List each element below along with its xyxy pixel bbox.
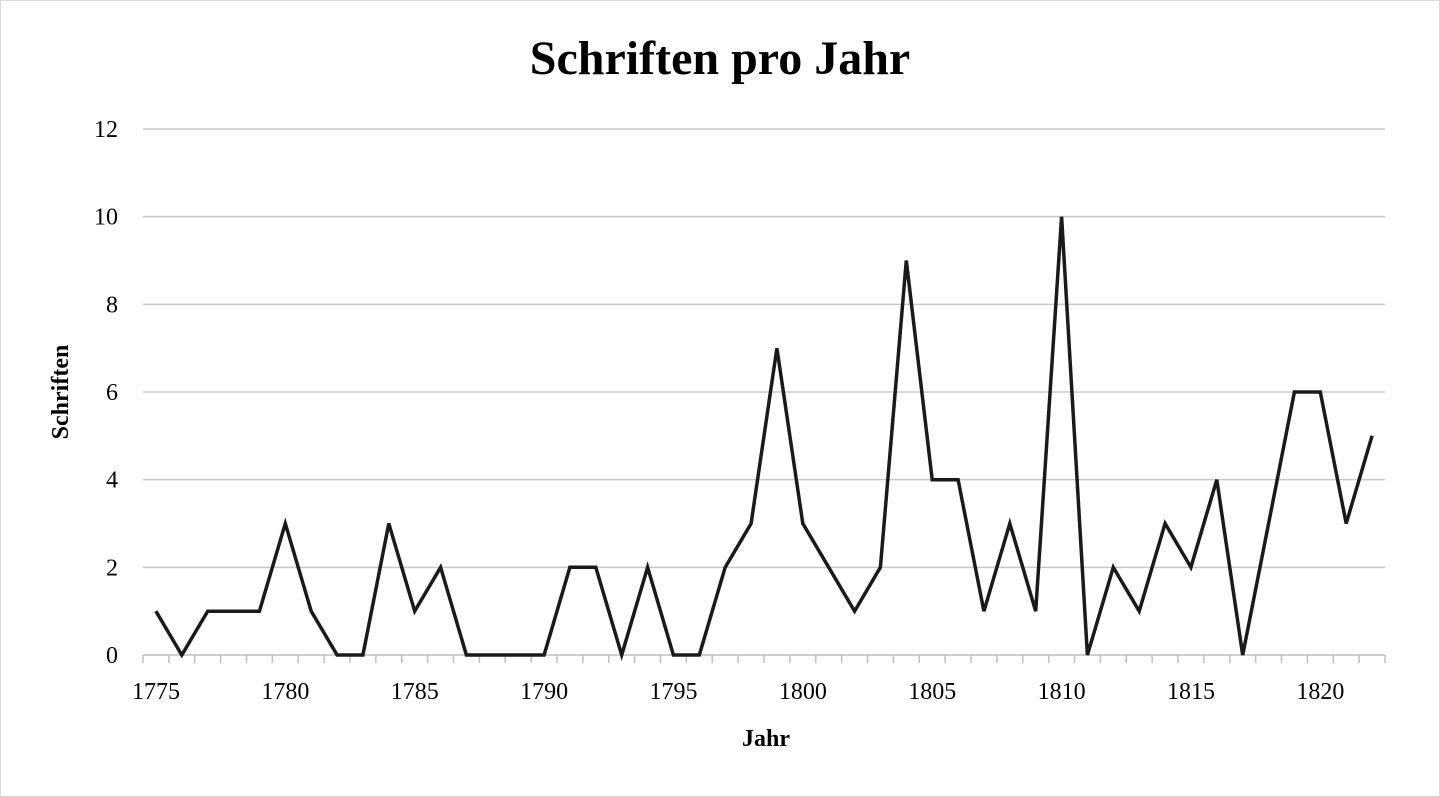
x-tick-label: 1780 bbox=[261, 679, 309, 705]
y-gridlines bbox=[143, 128, 1385, 569]
y-tick-label: 6 bbox=[106, 380, 118, 406]
x-tick-label: 1815 bbox=[1167, 679, 1215, 705]
x-tick-label: 1810 bbox=[1038, 679, 1086, 705]
x-tick-label: 1790 bbox=[520, 679, 568, 705]
x-axis-tick-labels: 1775 1780 1785 1790 1795 1800 1805 1810 1815 1820 bbox=[132, 679, 1344, 705]
y-tick-label: 10 bbox=[94, 205, 118, 231]
y-tick-label: 4 bbox=[106, 468, 118, 494]
x-tick-label: 1820 bbox=[1296, 679, 1344, 705]
y-tick-label: 12 bbox=[94, 117, 118, 143]
x-tick-label: 1785 bbox=[391, 679, 439, 705]
x-axis bbox=[142, 654, 1386, 663]
y-tick-label: 8 bbox=[106, 292, 118, 318]
series-line-schriften bbox=[154, 216, 1374, 662]
x-tick-label: 1795 bbox=[649, 679, 697, 705]
y-tick-label: 2 bbox=[106, 555, 118, 581]
x-tick-label: 1775 bbox=[132, 679, 180, 705]
y-axis-title: Schriften bbox=[48, 345, 74, 440]
chart-title: Schriften pro Jahr bbox=[530, 32, 910, 85]
x-axis-title: Jahr bbox=[742, 726, 790, 752]
y-tick-label: 0 bbox=[106, 643, 118, 669]
y-axis-tick-labels: 0 2 4 6 8 10 12 bbox=[94, 117, 118, 669]
x-tick-label: 1800 bbox=[779, 679, 827, 705]
x-tick-label: 1805 bbox=[908, 679, 956, 705]
